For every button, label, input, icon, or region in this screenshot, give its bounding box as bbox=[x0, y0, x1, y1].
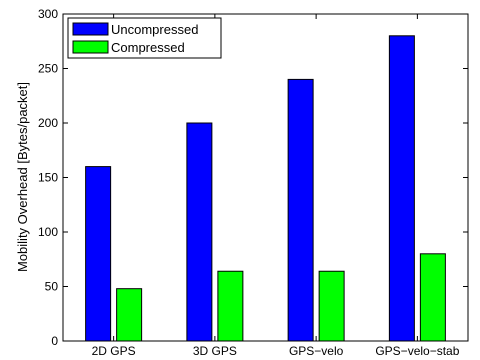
bar-compressed-3d-gps bbox=[217, 270, 244, 342]
x-tick-label-2d-gps: 2D GPS bbox=[92, 344, 136, 358]
legend-swatch-uncompressed bbox=[72, 22, 109, 36]
x-axis: 2D GPS 3D GPS GPS−velo GPS−velo−stab bbox=[92, 14, 460, 358]
x-tick-label-3d-gps: 3D GPS bbox=[193, 344, 237, 358]
y-tick-label-300: 300 bbox=[38, 7, 58, 21]
x-tick-label-gps-velo: GPS−velo bbox=[289, 344, 344, 358]
legend-label-compressed: Compressed bbox=[111, 40, 185, 55]
y-tick-label-100: 100 bbox=[38, 225, 58, 239]
y-tick-label-50: 50 bbox=[45, 280, 59, 294]
bar-compressed-gps-velo bbox=[318, 270, 345, 342]
y-tick-label-250: 250 bbox=[38, 62, 58, 76]
y-tick-label-0: 0 bbox=[51, 334, 58, 348]
legend-label-uncompressed: Uncompressed bbox=[111, 22, 198, 37]
legend-swatch-compressed bbox=[72, 40, 109, 54]
bar-compressed-2d-gps bbox=[116, 288, 143, 342]
bars-group bbox=[85, 35, 446, 342]
bar-compressed-gps-velo-stab bbox=[419, 253, 446, 342]
bar-uncompressed-3d-gps bbox=[186, 122, 213, 342]
bar-uncompressed-gps-velo bbox=[287, 78, 314, 342]
legend: Uncompressed Compressed bbox=[67, 17, 222, 59]
bar-uncompressed-gps-velo-stab bbox=[388, 35, 415, 342]
bar-uncompressed-2d-gps bbox=[85, 166, 112, 342]
y-tick-label-150: 150 bbox=[38, 171, 58, 185]
y-axis-label: Mobility Overhead [Bytes/packet] bbox=[15, 82, 30, 272]
y-tick-label-200: 200 bbox=[38, 116, 58, 130]
y-axis: 0 50 100 150 200 250 300 bbox=[38, 7, 468, 348]
x-tick-label-gps-velo-stab: GPS−velo−stab bbox=[375, 344, 459, 358]
